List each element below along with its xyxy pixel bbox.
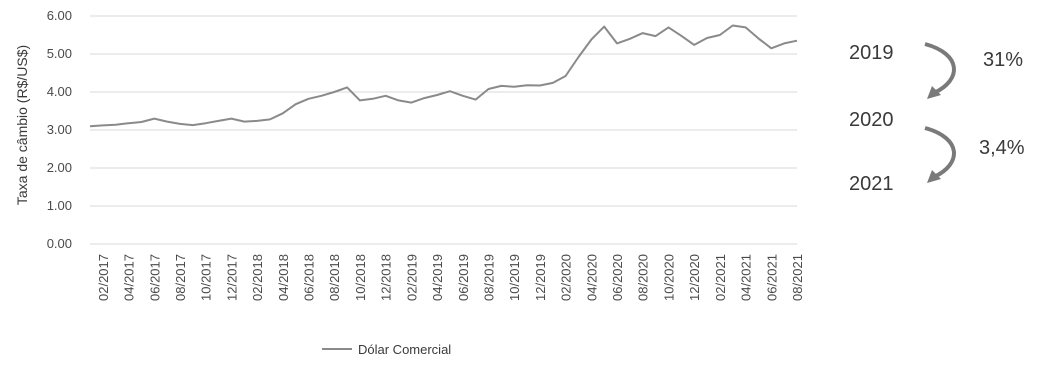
x-tick-label: 08/2019 xyxy=(481,254,496,301)
series-line-dolar-comercial xyxy=(89,24,798,128)
arrow-2020-2021 xyxy=(924,126,956,183)
y-tick-label: 4.00 xyxy=(47,84,72,99)
x-tick-label: 10/2017 xyxy=(199,254,214,301)
x-tick-label: 04/2021 xyxy=(739,254,754,301)
y-tick-label: 3.00 xyxy=(47,122,72,137)
annotation-year-2019: 2019 xyxy=(849,42,894,64)
legend-label: Dólar Comercial xyxy=(358,342,451,357)
x-tick-label: 02/2018 xyxy=(250,254,265,301)
y-tick-label: 6.00 xyxy=(47,8,72,23)
x-tick-label: 02/2020 xyxy=(559,254,574,301)
y-tick-label: 5.00 xyxy=(47,46,72,61)
legend: Dólar Comercial xyxy=(322,342,451,357)
x-tick-label: 04/2020 xyxy=(584,254,599,301)
arrow-2019-2020 xyxy=(924,42,956,99)
x-tick-label: 06/2018 xyxy=(302,254,317,301)
x-tick-label: 12/2017 xyxy=(224,254,239,301)
y-axis-ticks: 0.00 1.00 2.00 3.00 4.00 5.00 6.00 xyxy=(47,8,72,251)
x-tick-label: 08/2020 xyxy=(636,254,651,301)
x-tick-label: 06/2021 xyxy=(764,254,779,301)
y-tick-label: 1.00 xyxy=(47,198,72,213)
y-tick-label: 0.00 xyxy=(47,236,72,251)
x-tick-label: 04/2017 xyxy=(122,254,137,301)
x-tick-label: 06/2019 xyxy=(456,254,471,301)
x-tick-label: 08/2018 xyxy=(327,254,342,301)
annotation-pct-2019-2020: 31% xyxy=(983,49,1024,71)
x-tick-label: 12/2019 xyxy=(533,254,548,301)
x-tick-label: 06/2020 xyxy=(610,254,625,301)
x-tick-label: 08/2017 xyxy=(173,254,188,301)
y-tick-label: 2.00 xyxy=(47,160,72,175)
x-tick-label: 02/2021 xyxy=(713,254,728,301)
x-tick-label: 04/2018 xyxy=(276,254,291,301)
x-tick-label: 06/2017 xyxy=(147,254,162,301)
x-axis-ticks: 02/2017 04/2017 06/2017 08/2017 10/2017 12/20… xyxy=(96,254,805,301)
x-tick-label: 08/2021 xyxy=(790,254,805,301)
x-tick-label: 04/2019 xyxy=(430,254,445,301)
annotation-pct-2020-2021: 3,4% xyxy=(979,137,1025,159)
x-tick-label: 02/2017 xyxy=(96,254,111,301)
x-tick-label: 12/2018 xyxy=(379,254,394,301)
x-tick-label: 10/2020 xyxy=(661,254,676,301)
x-tick-label: 12/2020 xyxy=(687,254,702,301)
annotation-year-2021: 2021 xyxy=(849,173,894,195)
x-tick-label: 10/2018 xyxy=(353,254,368,301)
x-tick-label: 02/2019 xyxy=(404,254,419,301)
x-tick-label: 10/2019 xyxy=(507,254,522,301)
annotation-year-2020: 2020 xyxy=(849,109,894,131)
gridlines xyxy=(90,15,797,245)
y-axis-label: Taxa de câmbio (R$/US$) xyxy=(14,45,30,205)
series-lines xyxy=(89,24,798,128)
